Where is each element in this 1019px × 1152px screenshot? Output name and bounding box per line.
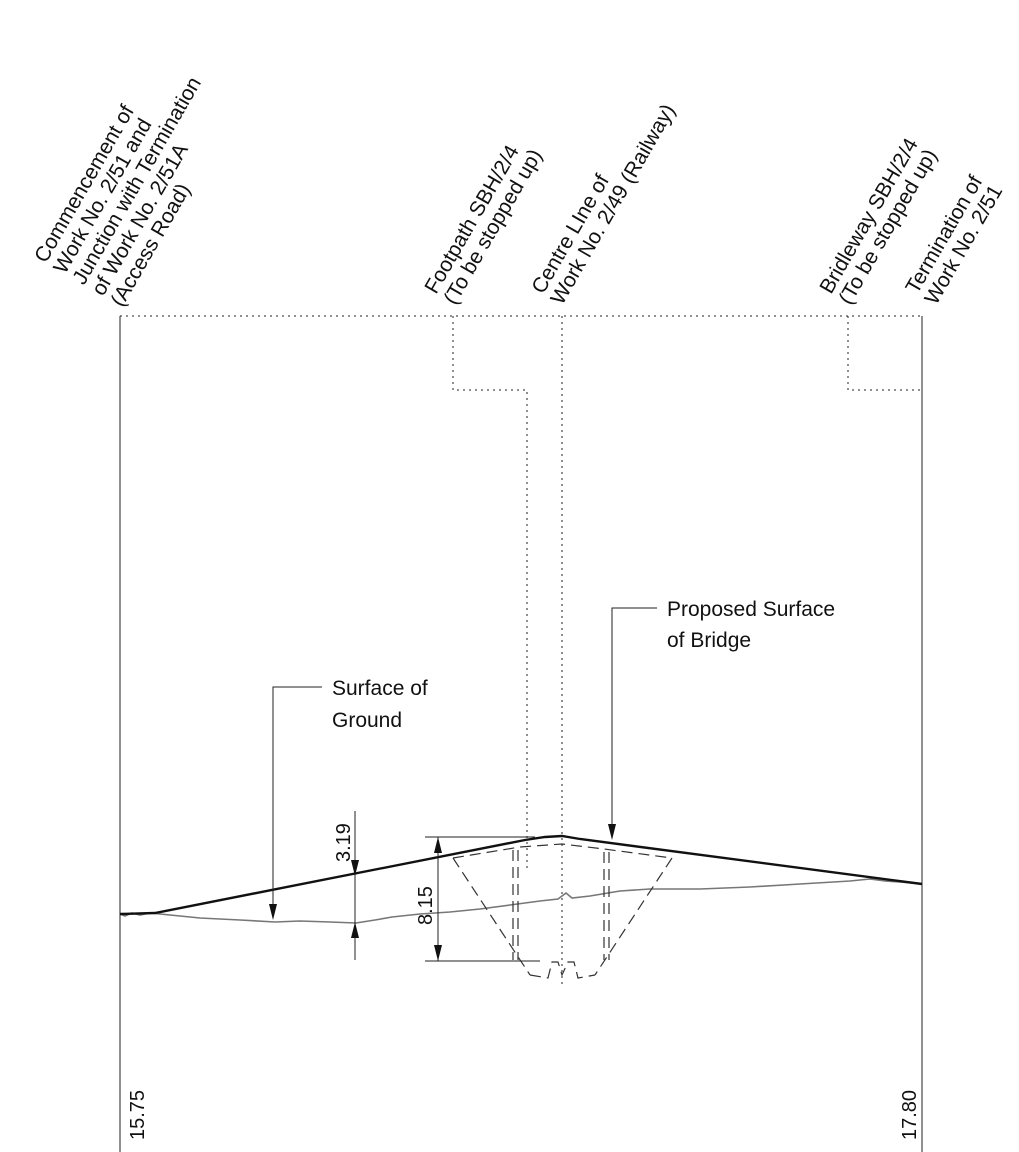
dimension-bridge-depth <box>425 836 540 962</box>
bridleway-marker <box>847 316 922 391</box>
ground-callout: Surface of Ground <box>269 677 428 920</box>
proposed-bridge-surface <box>119 834 923 916</box>
bridge-callout-line: of Bridge <box>667 629 751 652</box>
bridge-leader-arrow <box>608 824 616 840</box>
dimension-arrow-bottom <box>351 922 359 938</box>
bridge-callout-line: Proposed Surface <box>667 598 835 621</box>
ground-callout-line: Ground <box>332 709 402 732</box>
ground-callout-line: Surface of <box>332 677 428 700</box>
dimension-arrow-top <box>434 837 442 853</box>
dimension-arrow-top <box>351 860 359 876</box>
foundation-notch <box>529 961 596 979</box>
dimension-fill-height-value: 3.19 <box>333 823 355 862</box>
existing-ground-line <box>119 878 923 924</box>
deck-underside <box>452 843 673 859</box>
dimension-fill-height <box>351 811 359 960</box>
station-markers <box>120 315 922 985</box>
pier-right-outer <box>594 857 673 976</box>
bridge-leader-line <box>611 607 657 830</box>
dimension-bridge-depth-value: 8.15 <box>415 886 437 925</box>
bridge-structure-outline <box>452 843 673 979</box>
dimension-arrow-bottom <box>434 945 442 961</box>
bridge-callout: Proposed Surface of Bridge <box>608 598 835 840</box>
station-label-footpath: Footpath SBH/2/4 (To be stopped up) <box>420 141 547 308</box>
footpath-marker <box>452 316 528 870</box>
station-label-commencement: Commencement of Work No. 2/51 and Juncti… <box>30 73 206 310</box>
pier-left-outer <box>452 857 531 976</box>
station-label-centre-line: Centre LIne of Work No. 2/49 (Railway) <box>527 100 680 308</box>
station-label-line: Work No. 2/49 (Railway) <box>546 100 680 308</box>
ground-leader-arrow <box>269 904 277 920</box>
chainage-end-label: 17.80 <box>899 1090 921 1140</box>
chainage-start-label: 15.75 <box>127 1090 149 1140</box>
ground-leader-line <box>272 686 322 910</box>
